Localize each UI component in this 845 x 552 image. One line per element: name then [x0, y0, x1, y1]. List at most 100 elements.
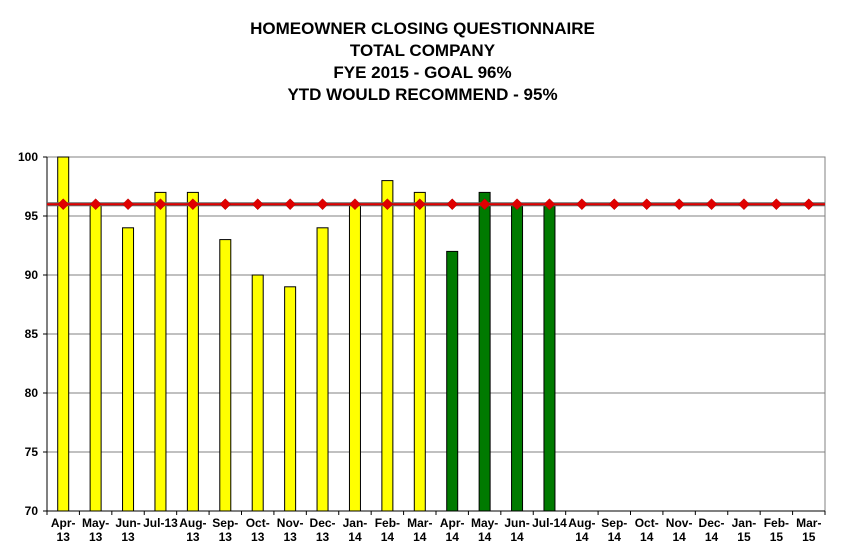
x-tick-label: Apr- — [440, 516, 465, 530]
bar — [284, 286, 297, 512]
bar — [57, 156, 70, 512]
x-tick-label-year: 14 — [381, 530, 395, 544]
x-tick-label-year: 13 — [121, 530, 135, 544]
goal-marker — [89, 198, 102, 211]
x-tick-label-year: 13 — [57, 530, 71, 544]
x-tick-label: Dec- — [310, 516, 336, 530]
bar — [186, 191, 199, 512]
x-tick-label-year: 14 — [640, 530, 654, 544]
y-tick-label: 95 — [25, 209, 39, 223]
x-tick-label-year: 14 — [413, 530, 427, 544]
goal-marker — [738, 198, 750, 211]
x-tick-label-year: 13 — [219, 530, 233, 544]
bar — [543, 203, 556, 512]
x-tick-label: Aug- — [568, 516, 595, 530]
goal-marker — [187, 198, 199, 211]
goal-marker — [608, 198, 621, 211]
bar — [89, 203, 102, 512]
bar — [446, 250, 459, 512]
x-tick-label: Jul-14 — [532, 516, 567, 530]
goal-marker — [349, 198, 361, 211]
x-tick-label-year: 14 — [510, 530, 524, 544]
bar — [154, 191, 167, 512]
x-tick-label-year: 15 — [770, 530, 784, 544]
goal-marker — [446, 198, 459, 211]
y-tick-label: 100 — [18, 150, 38, 164]
goal-marker — [316, 198, 329, 211]
y-tick-label: 75 — [25, 445, 39, 459]
x-tick-label-year: 13 — [89, 530, 103, 544]
y-tick-label: 85 — [25, 327, 39, 341]
goal-marker — [673, 198, 685, 211]
goal-marker — [802, 198, 815, 211]
x-tick-label-year: 15 — [802, 530, 816, 544]
goal-marker — [413, 198, 426, 211]
y-tick-label: 70 — [25, 504, 39, 518]
x-tick-label: May- — [82, 516, 109, 530]
goal-marker — [381, 198, 394, 211]
goal-marker — [154, 198, 167, 211]
x-tick-label: Feb- — [764, 516, 789, 530]
bar — [251, 274, 264, 512]
goal-marker — [219, 198, 232, 211]
goal-marker — [478, 198, 491, 211]
goal-marker — [57, 198, 70, 211]
x-tick-label: Nov- — [666, 516, 693, 530]
goal-marker — [543, 198, 556, 211]
x-tick-label: May- — [471, 516, 498, 530]
x-tick-label: Mar- — [796, 516, 821, 530]
x-tick-label: Sep- — [601, 516, 627, 530]
goal-marker — [770, 198, 783, 211]
chart-title-line-1: HOMEOWNER CLOSING QUESTIONNAIRE — [250, 19, 595, 38]
goal-marker — [284, 198, 296, 211]
x-tick-label-year: 14 — [348, 530, 362, 544]
x-tick-label: Jun- — [115, 516, 140, 530]
x-tick-label: Jan- — [343, 516, 368, 530]
x-tick-label: Apr- — [51, 516, 76, 530]
x-tick-label-year: 15 — [737, 530, 751, 544]
bar — [348, 203, 361, 512]
bar — [511, 203, 524, 512]
chart-title-line-4: YTD WOULD RECOMMEND - 95% — [287, 85, 558, 104]
goal-marker — [576, 198, 588, 211]
x-tick-label-year: 13 — [251, 530, 265, 544]
bar — [478, 191, 491, 512]
x-tick-label-year: 14 — [672, 530, 686, 544]
y-tick-label: 90 — [25, 268, 39, 282]
x-tick-label-year: 14 — [705, 530, 719, 544]
goal-marker — [705, 198, 718, 211]
x-tick-label: Oct- — [246, 516, 270, 530]
goal-marker — [640, 198, 653, 211]
chart-title-line-2: TOTAL COMPANY — [349, 41, 496, 60]
bar — [219, 239, 232, 512]
x-tick-label: Oct- — [635, 516, 659, 530]
goal-marker — [251, 198, 264, 211]
y-tick-label: 80 — [25, 386, 39, 400]
x-tick-label: Dec- — [699, 516, 725, 530]
x-tick-label-year: 14 — [446, 530, 460, 544]
x-tick-label: Jan- — [732, 516, 757, 530]
chart-title-line-3: FYE 2015 - GOAL 96% — [333, 63, 512, 82]
x-tick-label-year: 14 — [608, 530, 622, 544]
x-tick-label: Feb- — [375, 516, 400, 530]
goal-marker — [122, 198, 134, 211]
x-tick-label: Aug- — [179, 516, 206, 530]
x-tick-label: Sep- — [212, 516, 238, 530]
goal-marker — [511, 198, 523, 211]
x-tick-label-year: 13 — [186, 530, 200, 544]
x-tick-label: Mar- — [407, 516, 432, 530]
x-tick-label-year: 13 — [316, 530, 330, 544]
x-tick-label: Nov- — [277, 516, 304, 530]
bar — [316, 227, 329, 512]
x-tick-label-year: 13 — [283, 530, 297, 544]
x-tick-label: Jul-13 — [143, 516, 178, 530]
x-tick-label-year: 14 — [478, 530, 492, 544]
x-tick-label-year: 14 — [575, 530, 589, 544]
x-tick-label: Jun- — [504, 516, 529, 530]
bar — [122, 227, 135, 512]
bar — [413, 191, 426, 512]
bar — [381, 180, 394, 512]
chart-title: HOMEOWNER CLOSING QUESTIONNAIRE TOTAL CO… — [0, 18, 845, 106]
